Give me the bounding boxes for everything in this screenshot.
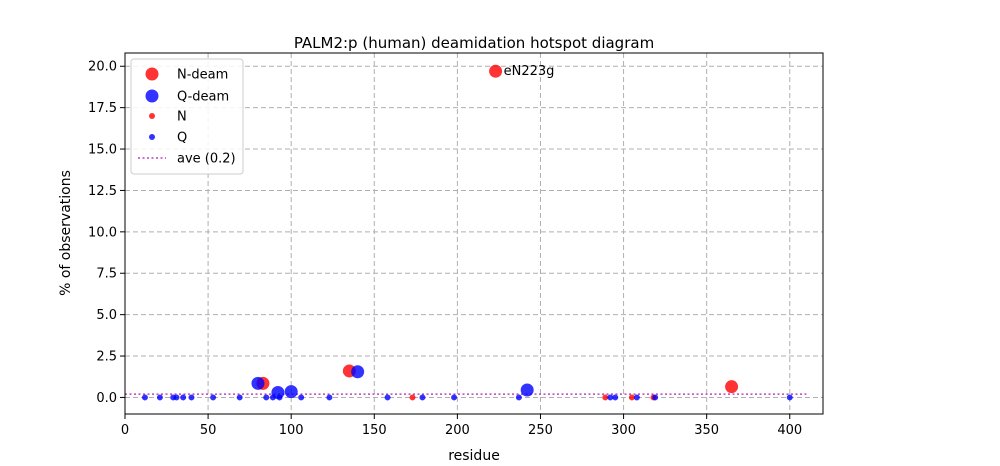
residue-point [180,394,187,401]
x-tick-label: 0 [121,423,129,438]
residue-point [173,394,180,401]
residue-point [652,394,659,401]
data-points [141,64,793,401]
residue-point [419,394,426,401]
legend-marker [145,67,159,81]
residue-point [188,394,195,401]
x-tick-label: 50 [200,423,217,438]
deamidation-point [351,365,365,379]
legend-marker [149,113,155,119]
legend-label: Q-deam [177,90,229,105]
x-tick-label: 400 [777,423,802,438]
residue-point [607,394,614,401]
legend-marker [145,89,159,103]
residue-point [210,394,217,401]
residue-point [628,394,635,401]
y-axis-ticks: 0.0 2.5 5.0 7.5 10.0 12.5 15.0 17.5 20.0 [88,60,125,406]
residue-point [612,394,619,401]
legend-marker [149,134,155,140]
plot-frame [124,52,824,415]
x-axis-label: residue [448,448,500,464]
x-tick-label: 300 [611,423,636,438]
y-tick-label: 12.5 [88,184,117,199]
legend-label: N [177,110,187,125]
x-tick-label: 100 [279,423,304,438]
residue-point [515,394,522,401]
deamidation-point [251,376,265,390]
legend-label: ave (0.2) [177,152,236,167]
chart-title: PALM2:p (human) deamidation hotspot diag… [294,34,654,52]
x-tick-label: 350 [694,423,719,438]
x-axis-ticks: 0 50 100 150 200 250 300 350 400 [121,414,802,438]
y-tick-label: 17.5 [88,101,117,116]
y-tick-label: 2.5 [96,350,117,365]
y-tick-label: 7.5 [96,267,117,282]
legend-box [130,58,244,175]
residue-point [141,394,148,401]
deamidation-point [489,64,503,78]
legend-label: Q [177,131,187,146]
residue-point [276,394,283,401]
y-tick-label: 15.0 [88,143,117,158]
legend-label: N-deam [177,68,228,83]
y-tick-label: 5.0 [96,308,117,323]
residue-point [269,394,276,401]
residue-point [298,394,305,401]
residue-point [409,394,416,401]
residue-point [633,394,640,401]
residue-point [384,394,391,401]
x-tick-label: 150 [362,423,387,438]
x-tick-label: 200 [445,423,470,438]
deamidation-point [725,380,739,394]
residue-point [602,394,609,401]
deamidation-point [284,385,298,399]
y-axis-label: % of observations [58,170,74,296]
annotations: eN223g [504,64,555,79]
residue-point [326,394,333,401]
y-tick-label: 10.0 [88,225,117,240]
y-tick-label: 20.0 [88,60,117,75]
residue-point [236,394,243,401]
residue-point [786,394,793,401]
x-tick-label: 250 [528,423,553,438]
y-tick-label: 0.0 [96,391,117,406]
deamidation-point [520,383,534,397]
residue-point [263,394,270,401]
point-annotation: eN223g [504,64,555,79]
residue-point [451,394,458,401]
residue-point [156,394,163,401]
